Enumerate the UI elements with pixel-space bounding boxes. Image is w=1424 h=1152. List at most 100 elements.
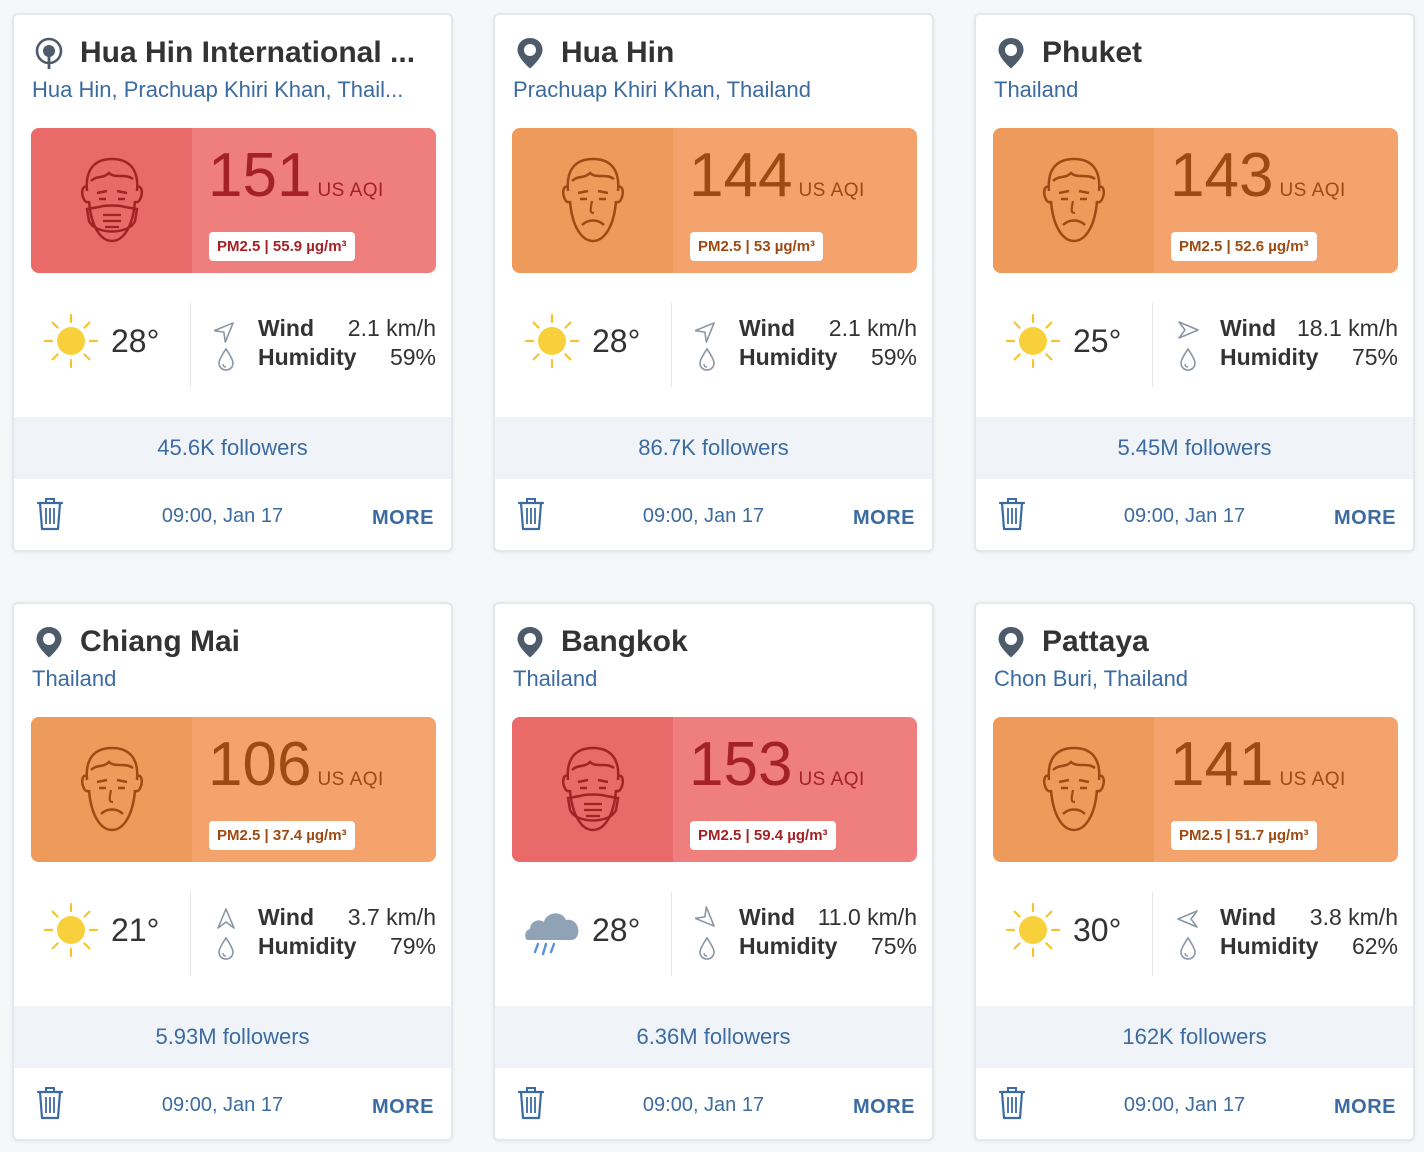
aqi-value-row: 106 US AQI: [208, 731, 384, 814]
card-header[interactable]: Bangkok: [513, 622, 918, 662]
humidity-label: Humidity: [1220, 933, 1319, 959]
pm25-badge: PM2.5 | 55.9 µg/m³: [209, 232, 355, 261]
sun-icon: [1005, 902, 1061, 958]
delete-button[interactable]: [517, 497, 545, 531]
followers-count[interactable]: 45.6K followers: [14, 417, 451, 479]
weather-row: 28° Wind 2.1 km/h Humidity 59%: [512, 303, 917, 387]
aqi-panel[interactable]: 144 US AQI PM2.5 | 53 µg/m³: [512, 128, 917, 273]
aqi-panel[interactable]: 153 US AQI PM2.5 | 59.4 µg/m³: [512, 717, 917, 862]
humidity-drop-icon: [218, 936, 234, 960]
card-header[interactable]: Chiang Mai: [32, 622, 437, 662]
aqi-unit: US AQI: [798, 180, 865, 201]
aqi-panel[interactable]: 151 US AQI PM2.5 | 55.9 µg/m³: [31, 128, 436, 273]
wind-value: 2.1 km/h: [828, 315, 917, 341]
humidity-value: 79%: [389, 933, 436, 959]
sun-icon: [1005, 313, 1061, 369]
wind-label: Wind: [258, 315, 314, 341]
more-button[interactable]: MORE: [853, 1096, 915, 1118]
wind-value: 3.7 km/h: [347, 904, 436, 930]
trash-icon[interactable]: [517, 497, 545, 531]
aqi-value-row: 153 US AQI: [689, 731, 865, 814]
humidity-row: Humidity 75%: [695, 933, 917, 963]
delete-button[interactable]: [998, 1086, 1026, 1120]
station-icon: [35, 37, 63, 69]
sad-face-icon: [80, 746, 143, 831]
temperature: 30°: [1073, 912, 1122, 948]
card-header[interactable]: Phuket: [994, 33, 1399, 73]
updated-time: 09:00, Jan 17: [1123, 505, 1246, 527]
divider: [671, 892, 672, 976]
humidity-drop-icon: [1180, 936, 1196, 960]
wind-value: 11.0 km/h: [817, 904, 917, 930]
trash-icon[interactable]: [36, 497, 64, 531]
delete-button[interactable]: [36, 497, 64, 531]
city-card[interactable]: Pattaya Chon Buri, Thailand 141 US AQI PM…: [974, 602, 1415, 1141]
aqi-panel[interactable]: 141 US AQI PM2.5 | 51.7 µg/m³: [993, 717, 1398, 862]
humidity-row: Humidity 59%: [214, 344, 436, 374]
aqi-unit: US AQI: [798, 769, 865, 790]
followers-count[interactable]: 5.93M followers: [14, 1006, 451, 1068]
humidity-drop-icon: [1180, 347, 1196, 371]
city-card[interactable]: Bangkok Thailand 153 US AQI PM2.5 | 59.4 …: [493, 602, 934, 1141]
wind-direction-icon: [695, 906, 715, 927]
delete-button[interactable]: [517, 1086, 545, 1120]
followers-count[interactable]: 162K followers: [976, 1006, 1413, 1068]
aqi-value: 144: [689, 141, 793, 210]
divider: [190, 303, 191, 387]
aqi-unit: US AQI: [317, 180, 384, 201]
more-button[interactable]: MORE: [853, 507, 915, 529]
trash-icon[interactable]: [998, 1086, 1026, 1120]
location-subtitle: Thailand: [994, 77, 1079, 102]
map-pin-icon: [998, 627, 1024, 658]
face-box: [993, 128, 1154, 273]
trash-icon[interactable]: [517, 1086, 545, 1120]
more-button[interactable]: MORE: [1334, 507, 1396, 529]
wind-label: Wind: [258, 904, 314, 930]
location-title[interactable]: Bangkok: [561, 625, 688, 658]
humidity-value: 75%: [870, 933, 917, 959]
more-button[interactable]: MORE: [1334, 1096, 1396, 1118]
more-button[interactable]: MORE: [372, 507, 434, 529]
wind-label: Wind: [1220, 315, 1276, 341]
city-card[interactable]: Phuket Thailand 143 US AQI PM2.5 | 52.6 µ…: [974, 13, 1415, 552]
city-card-grid: Hua Hin International ... Hua Hin, Prach…: [12, 13, 1415, 1141]
location-subtitle: Thailand: [513, 666, 598, 691]
aqi-value: 106: [208, 730, 312, 799]
aqi-panel[interactable]: 106 US AQI PM2.5 | 37.4 µg/m³: [31, 717, 436, 862]
humidity-label: Humidity: [258, 933, 357, 959]
city-card[interactable]: Hua Hin International ... Hua Hin, Prach…: [12, 13, 453, 552]
location-title[interactable]: Hua Hin: [561, 36, 675, 69]
card-header[interactable]: Hua Hin: [513, 33, 918, 73]
followers-count[interactable]: 5.45M followers: [976, 417, 1413, 479]
map-pin-icon: [513, 36, 547, 70]
location-title[interactable]: Hua Hin International ...: [80, 36, 416, 69]
aqi-value-row: 151 US AQI: [208, 142, 384, 225]
wind-row: Wind 11.0 km/h: [695, 904, 917, 934]
delete-button[interactable]: [998, 497, 1026, 531]
wind-value: 2.1 km/h: [347, 315, 436, 341]
city-card[interactable]: Chiang Mai Thailand 106 US AQI PM2.5 | 37…: [12, 602, 453, 1141]
humidity-value: 59%: [389, 344, 436, 370]
aqi-panel[interactable]: 143 US AQI PM2.5 | 52.6 µg/m³: [993, 128, 1398, 273]
sun-icon: [524, 313, 580, 369]
followers-count[interactable]: 86.7K followers: [495, 417, 932, 479]
location-title[interactable]: Chiang Mai: [80, 625, 241, 658]
delete-button[interactable]: [36, 1086, 64, 1120]
trash-icon[interactable]: [36, 1086, 64, 1120]
station-icon: [32, 36, 66, 70]
city-card[interactable]: Hua Hin Prachuap Khiri Khan, Thailand 14…: [493, 13, 934, 552]
wind-row: Wind 3.7 km/h: [214, 904, 436, 934]
card-footer: 09:00, Jan 17 MORE: [14, 1068, 451, 1139]
aqi-value: 141: [1170, 730, 1274, 799]
trash-icon[interactable]: [998, 497, 1026, 531]
location-title[interactable]: Pattaya: [1042, 625, 1149, 658]
card-header[interactable]: Hua Hin International ...: [32, 33, 437, 73]
map-pin-icon: [998, 38, 1024, 69]
more-button[interactable]: MORE: [372, 1096, 434, 1118]
card-header[interactable]: Pattaya: [994, 622, 1399, 662]
followers-count[interactable]: 6.36M followers: [495, 1006, 932, 1068]
wind-row: Wind 3.8 km/h: [1176, 904, 1398, 934]
sun-icon: [1005, 313, 1061, 369]
face-box: [512, 717, 673, 862]
location-title[interactable]: Phuket: [1042, 36, 1143, 69]
